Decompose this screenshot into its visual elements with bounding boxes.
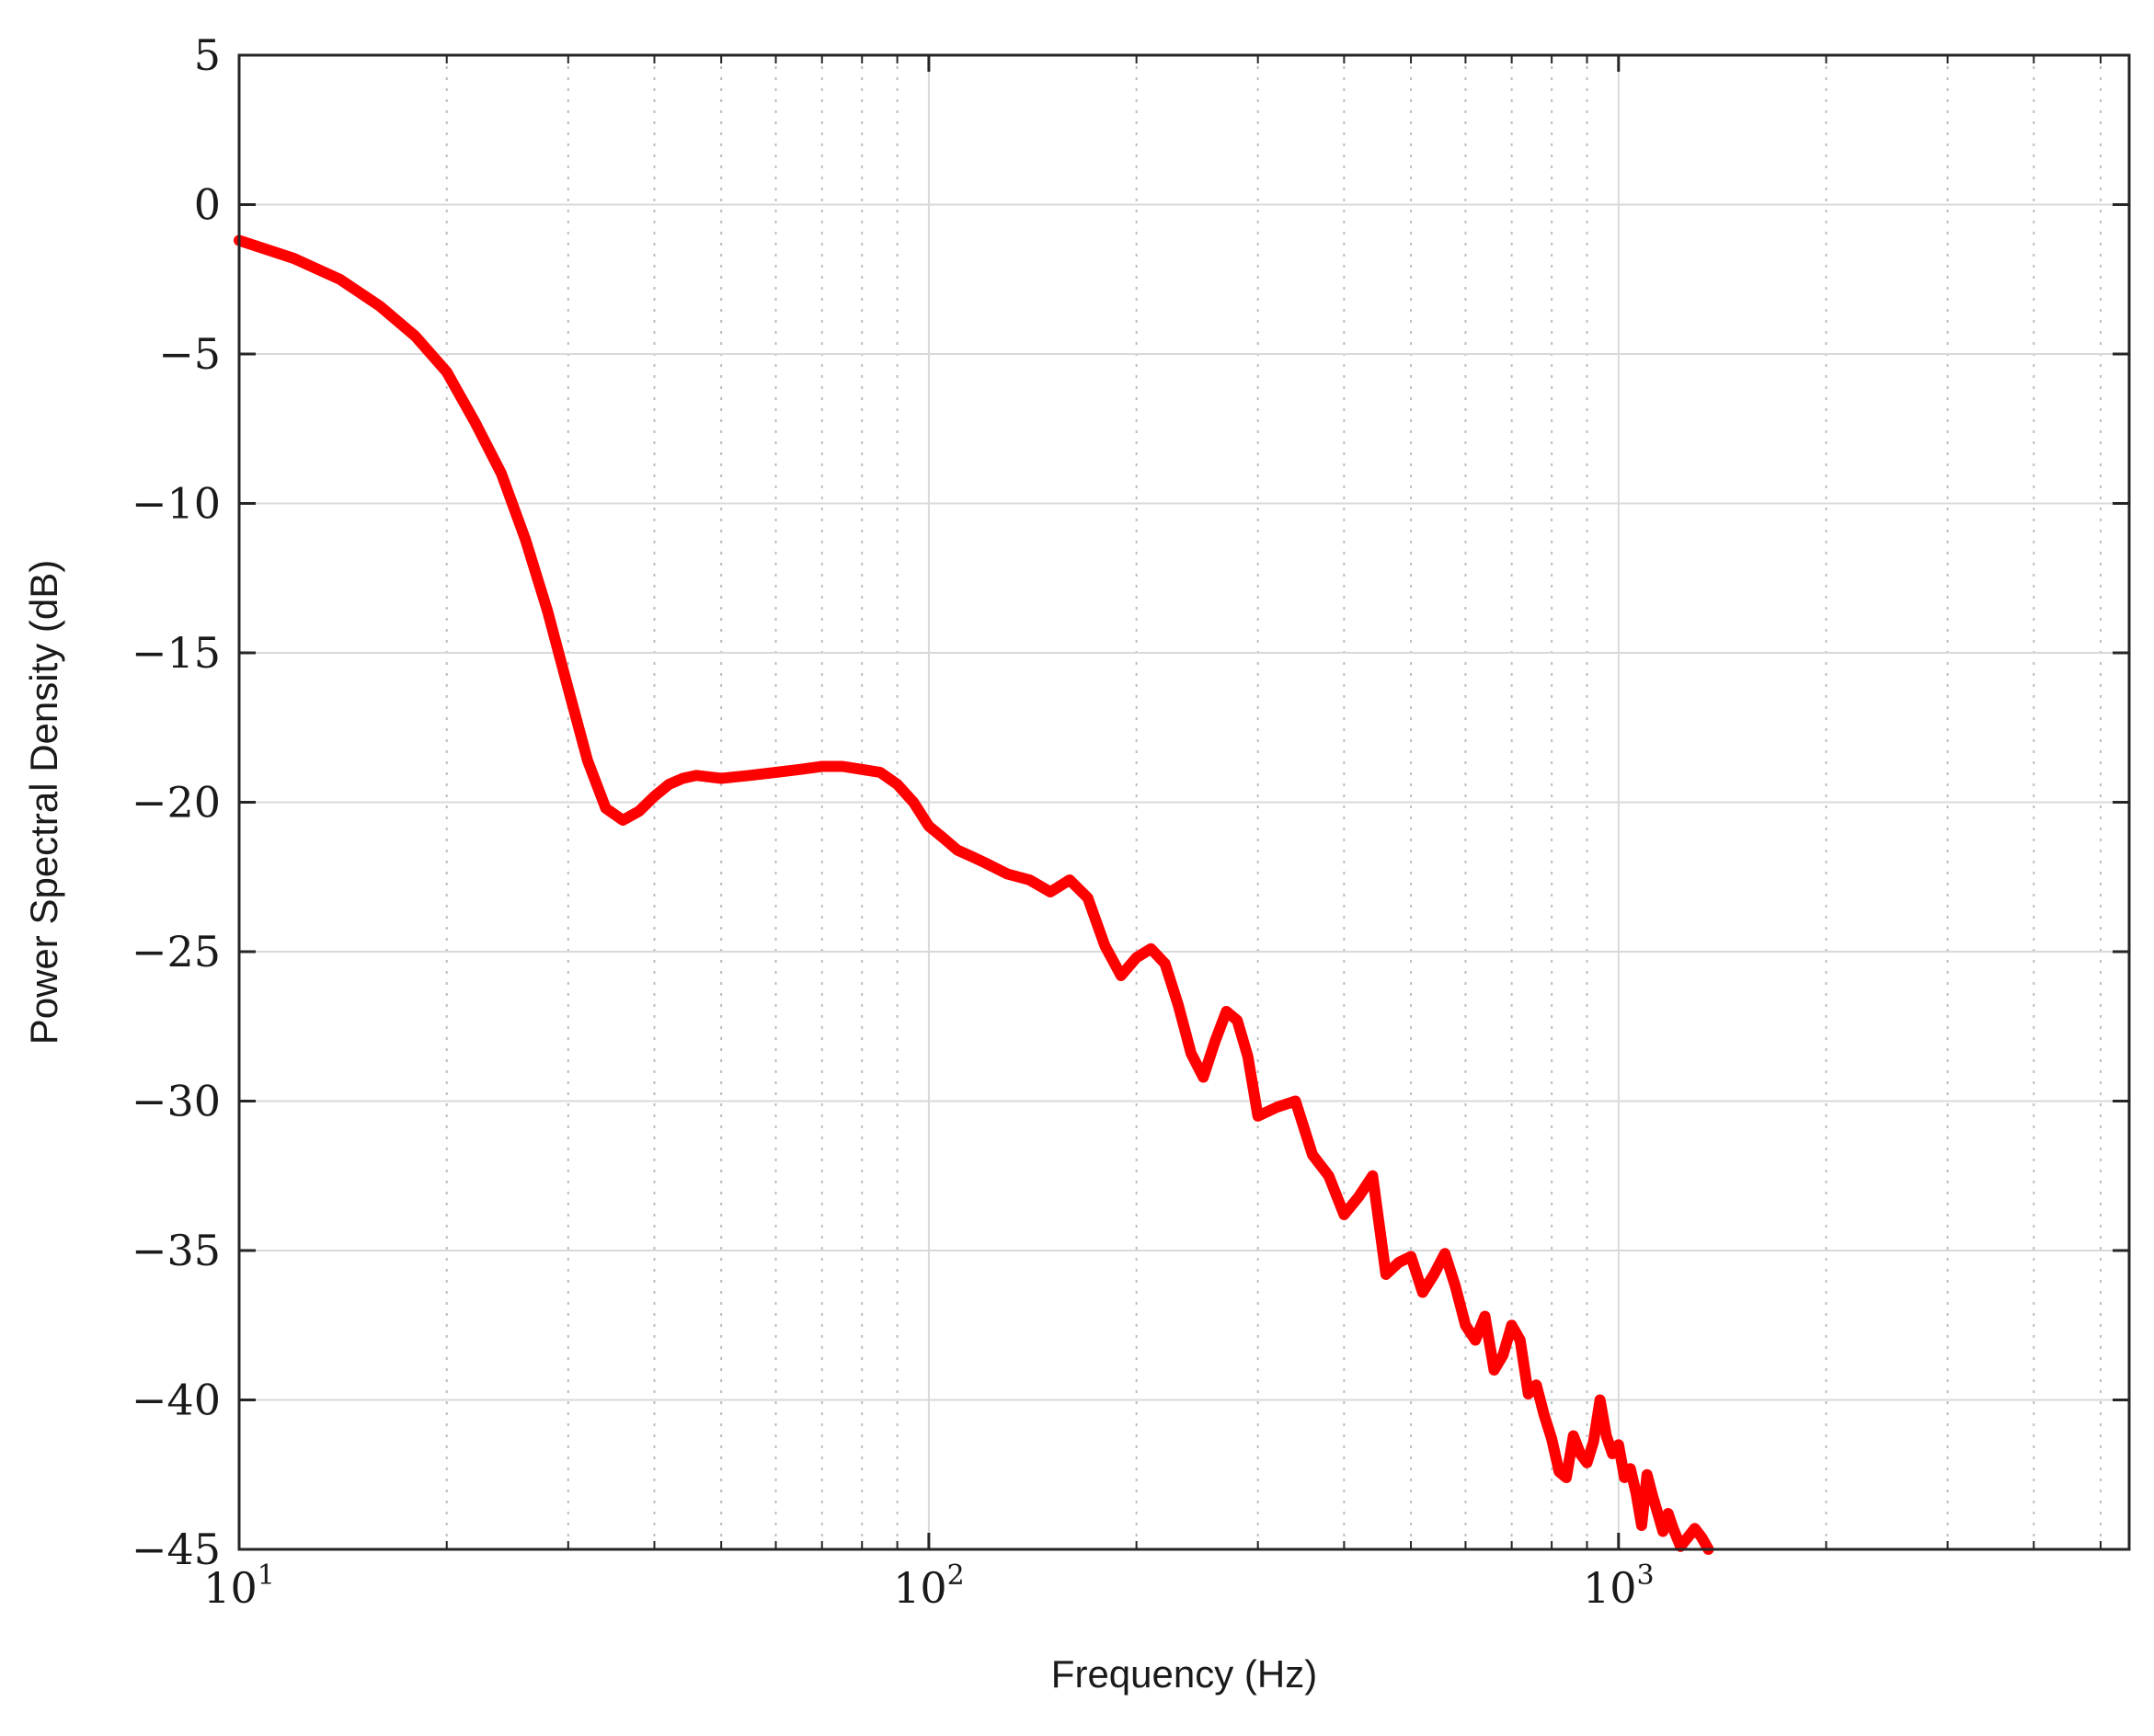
y-tick-labels: 5 0 −5 −10 −15 −20 −25 −30 −35 −40 −45 bbox=[132, 30, 221, 1574]
x-tick-label: 101 bbox=[203, 1559, 275, 1613]
series-layer bbox=[234, 234, 1714, 1555]
x-tick-label-exponent: 3 bbox=[1637, 1559, 1655, 1592]
y-tick-label: 5 bbox=[194, 30, 221, 80]
x-tick-label-exponent: 1 bbox=[258, 1559, 275, 1592]
x-tick-label-base: 10 bbox=[203, 1563, 258, 1613]
x-tick-label-base: 10 bbox=[1583, 1563, 1637, 1613]
y-tick-label: −45 bbox=[132, 1525, 221, 1574]
x-tick-labels: 101 102 103 bbox=[203, 1559, 1654, 1613]
y-tick-label: −40 bbox=[132, 1376, 221, 1425]
y-tick-label: −10 bbox=[132, 479, 221, 529]
y-tick-label: −35 bbox=[132, 1226, 221, 1275]
y-tick-label: −5 bbox=[158, 329, 221, 379]
y-tick-label: −20 bbox=[132, 778, 221, 828]
x-tick-label: 102 bbox=[893, 1559, 965, 1613]
x-tick-label: 103 bbox=[1583, 1559, 1655, 1613]
psd-series-line bbox=[234, 234, 1714, 1555]
y-axis-label: Power Spectral Density (dB) bbox=[22, 560, 65, 1045]
y-tick-label: −25 bbox=[132, 927, 221, 976]
y-tick-label: 0 bbox=[194, 180, 221, 230]
x-tick-label-exponent: 2 bbox=[947, 1559, 965, 1592]
y-tick-label: −15 bbox=[132, 628, 221, 678]
y-tick-label: −30 bbox=[132, 1077, 221, 1126]
tick-marks bbox=[237, 53, 2129, 1551]
x-tick-label-base: 10 bbox=[893, 1563, 947, 1613]
x-axis-label: Frequency (Hz) bbox=[1051, 1652, 1317, 1696]
